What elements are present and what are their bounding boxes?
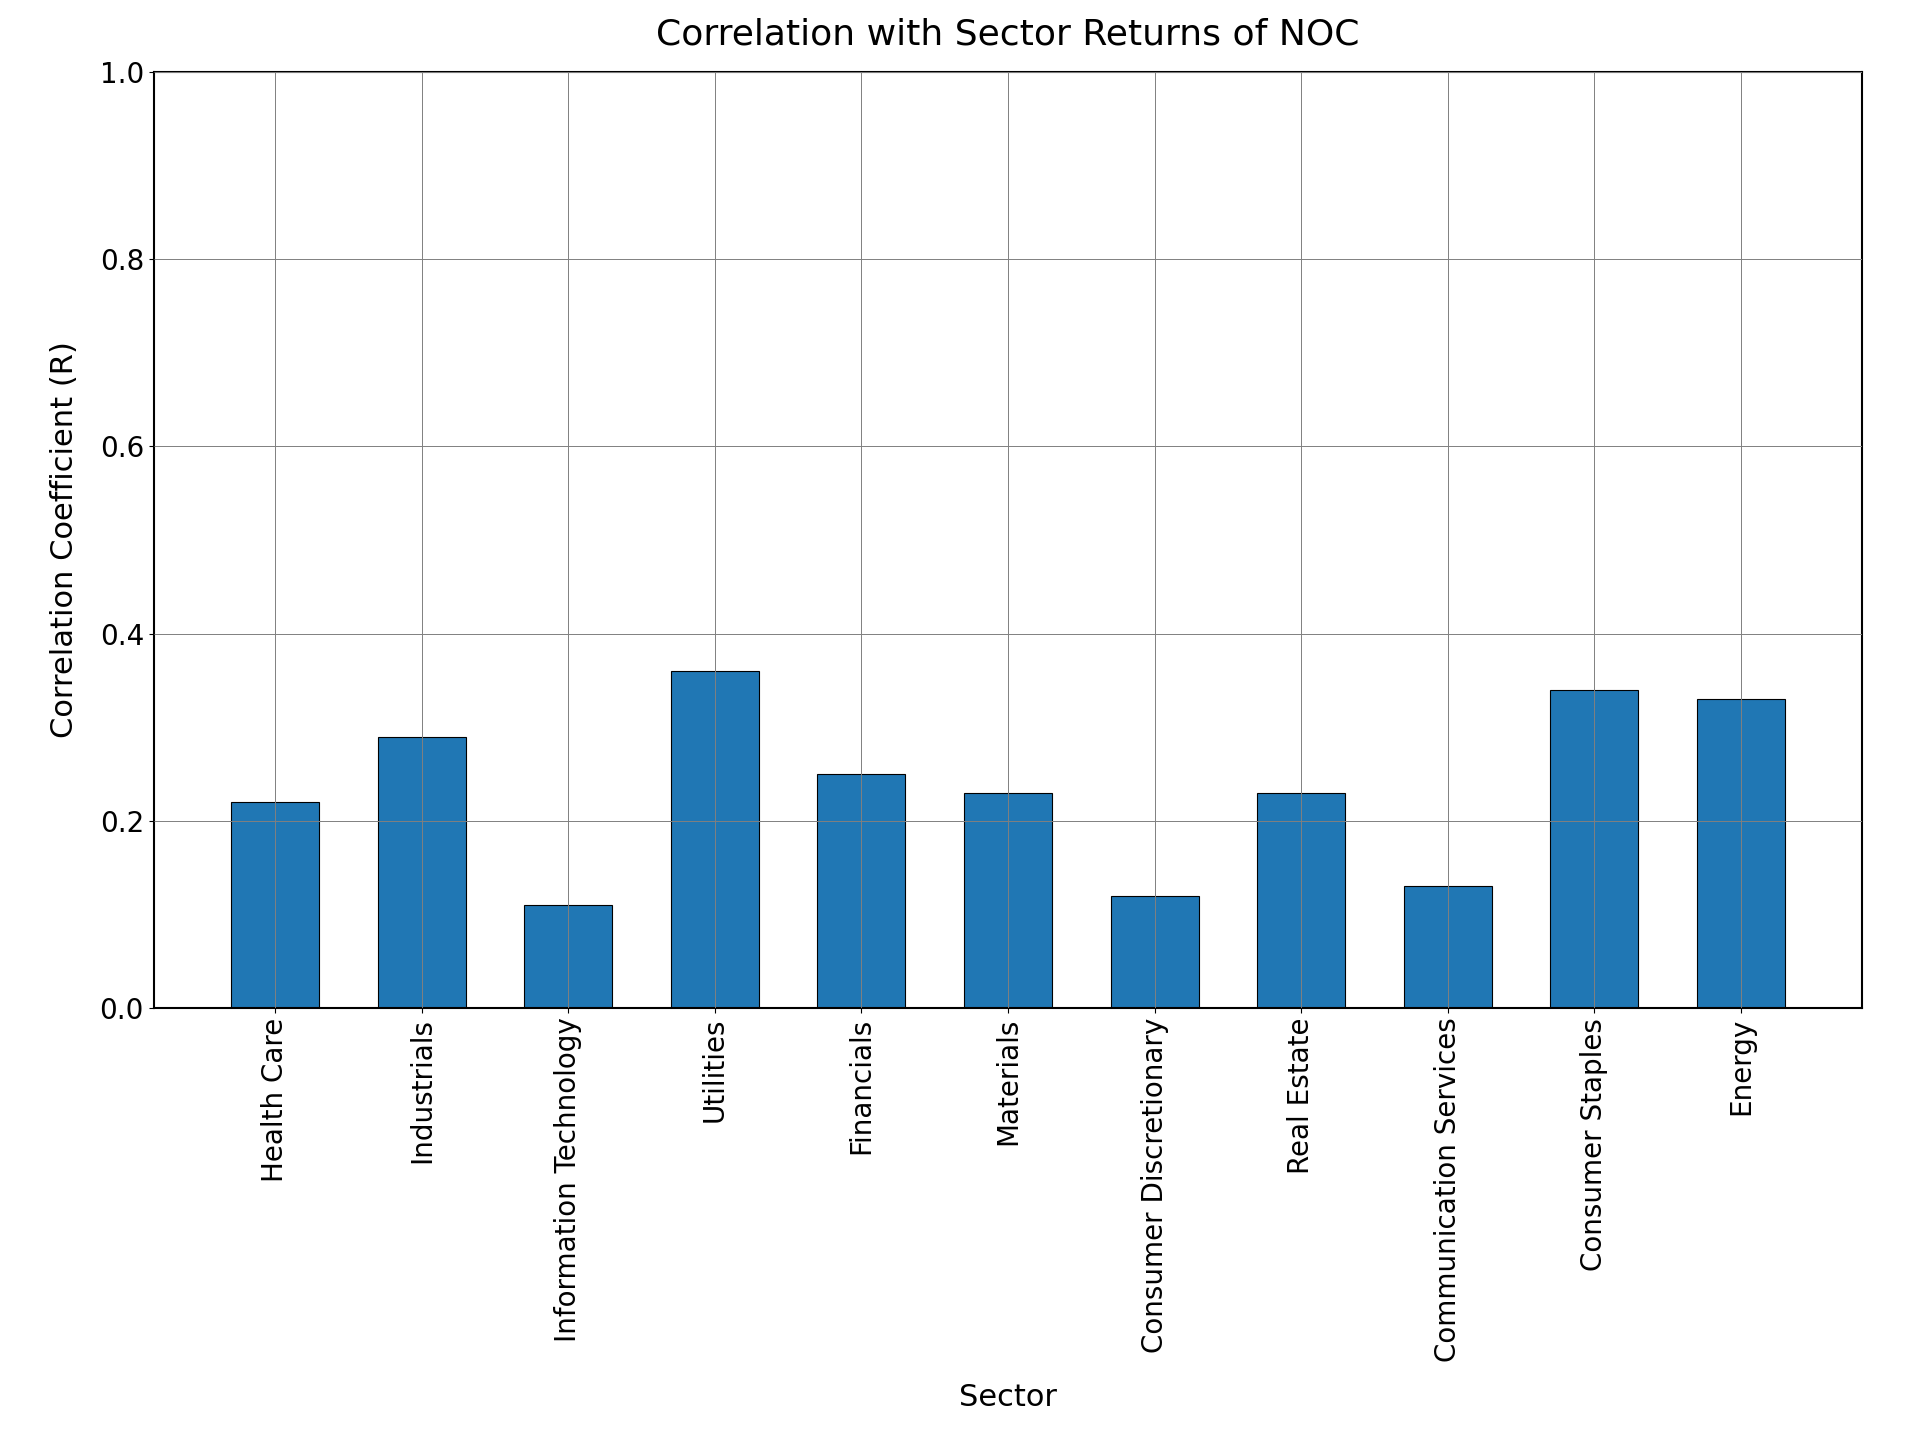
Bar: [230, 802, 319, 1008]
Bar: [1697, 698, 1786, 1008]
Title: Correlation with Sector Returns of NOC: Correlation with Sector Returns of NOC: [657, 17, 1359, 52]
Bar: [1549, 690, 1638, 1008]
Bar: [1110, 896, 1198, 1008]
Bar: [964, 792, 1052, 1008]
Bar: [1258, 792, 1346, 1008]
Y-axis label: Correlation Coefficient (R): Correlation Coefficient (R): [50, 341, 79, 739]
Bar: [524, 904, 612, 1008]
Bar: [1404, 886, 1492, 1008]
Bar: [378, 736, 467, 1008]
X-axis label: Sector: Sector: [958, 1384, 1058, 1413]
Bar: [818, 775, 906, 1008]
Bar: [670, 671, 758, 1008]
